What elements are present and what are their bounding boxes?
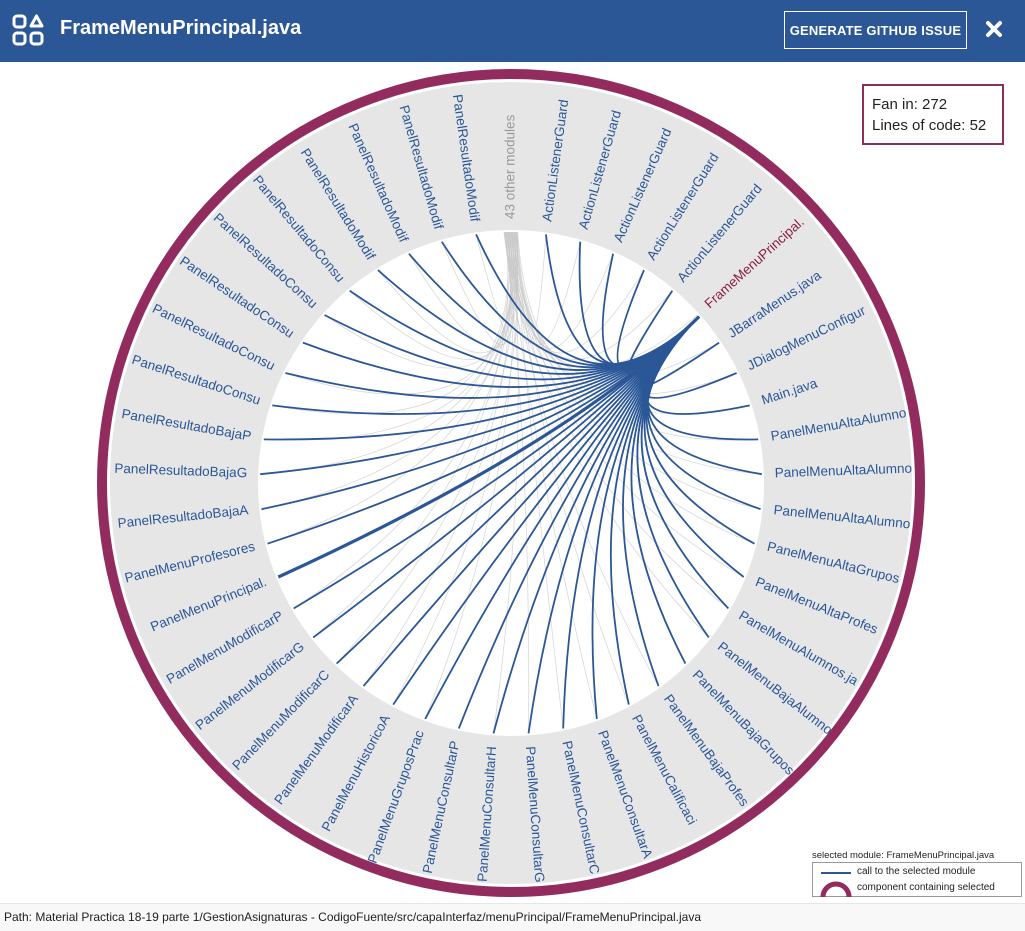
other-chord bbox=[493, 231, 519, 734]
other-chord bbox=[516, 232, 614, 349]
outer-ring bbox=[97, 69, 925, 897]
component-arc-icon bbox=[820, 881, 852, 897]
call-chords bbox=[260, 234, 762, 734]
other-chords bbox=[260, 231, 762, 734]
legend-title: selected module: FrameMenuPrincipal.java bbox=[812, 850, 995, 861]
other-chord bbox=[392, 232, 519, 705]
other-chord bbox=[285, 231, 514, 395]
legend-row-call: call to the selected module bbox=[813, 865, 1021, 881]
legend-call-label: call to the selected module bbox=[857, 866, 976, 877]
header-bar: FrameMenuPrincipal.java GENERATE GITHUB … bbox=[0, 0, 1025, 62]
dependency-chord-diagram: 43 other modules ActionListenerGuard Actio… bbox=[97, 69, 925, 897]
other-chord bbox=[267, 231, 512, 545]
module-info-box: Fan in: 272 Lines of code: 52 bbox=[862, 84, 1004, 145]
legend-box: call to the selected module component co… bbox=[812, 862, 1022, 897]
other-chord bbox=[260, 231, 510, 475]
other-chord bbox=[513, 231, 564, 729]
other-chord bbox=[514, 231, 673, 360]
file-path-bar: Path: Material Practica 18-19 parte 1/Ge… bbox=[0, 903, 1025, 931]
lines-of-code-value: Lines of code: 52 bbox=[872, 117, 987, 134]
other-chord bbox=[349, 232, 519, 360]
module-label[interactable]: PanelMenuAltaAlumno bbox=[775, 461, 913, 481]
other-chord bbox=[324, 231, 513, 369]
other-chord bbox=[515, 231, 761, 510]
legend-row-component: component containing selected bbox=[813, 881, 1021, 897]
generate-github-issue-button[interactable]: GENERATE GITHUB ISSUE bbox=[784, 11, 967, 49]
close-icon bbox=[986, 21, 1002, 37]
call-line-icon bbox=[821, 872, 851, 874]
legend: selected module: FrameMenuPrincipal.java… bbox=[810, 850, 1022, 898]
call-chord bbox=[475, 234, 700, 366]
fan-in-value: Fan in: 272 bbox=[872, 96, 948, 113]
module-label-others[interactable]: 43 other modules bbox=[503, 114, 518, 219]
module-label[interactable]: PanelResultadoBajaG bbox=[114, 461, 247, 481]
other-chord bbox=[513, 231, 744, 578]
close-button[interactable] bbox=[980, 15, 1008, 43]
other-chord bbox=[272, 232, 509, 415]
other-chord bbox=[511, 231, 710, 638]
legend-component-label: component containing selected bbox=[857, 882, 995, 893]
grid-apps-icon bbox=[12, 14, 44, 46]
page-title: FrameMenuPrincipal.java bbox=[60, 17, 302, 39]
